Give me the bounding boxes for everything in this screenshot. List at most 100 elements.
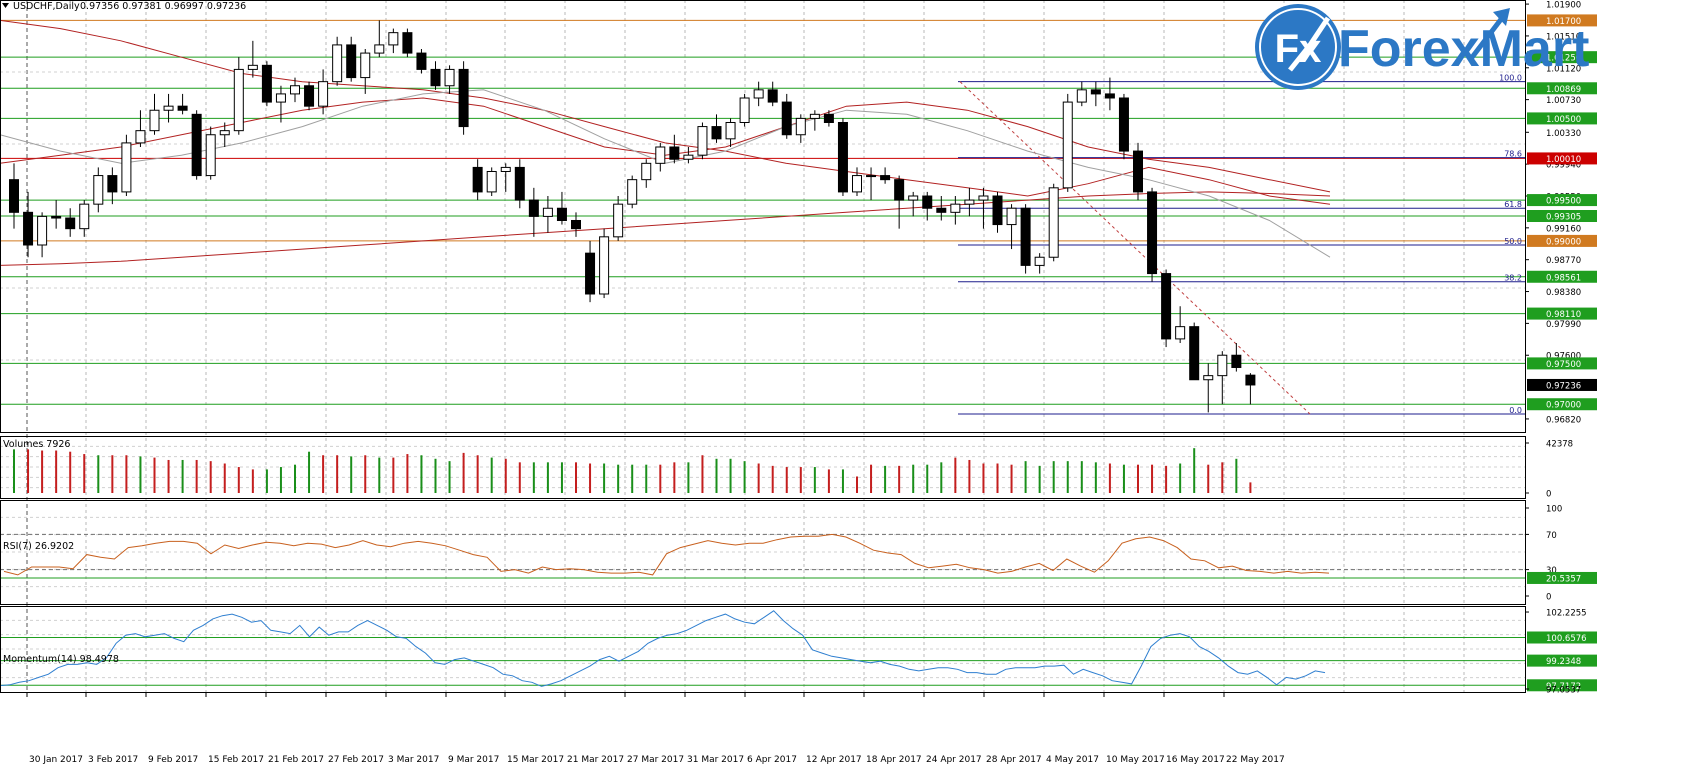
price-level-badge: 0.99305	[1546, 213, 1581, 223]
candle-body	[1090, 89, 1101, 95]
time-axis-label: 31 Mar 2017	[687, 755, 744, 765]
price-level-badge: 1.01700	[1546, 17, 1581, 27]
candle-body	[23, 211, 34, 246]
panel-frame	[0, 436, 1526, 499]
time-axis-label: 28 Apr 2017	[986, 755, 1042, 765]
momentum-axis-label: 102.2255	[1546, 609, 1587, 619]
candle-body	[304, 85, 315, 107]
candle-body	[528, 199, 539, 217]
time-axis-label: 30 Jan 2017	[29, 755, 83, 765]
panel-frame	[0, 500, 1526, 605]
price-level-badge: 0.99000	[1546, 237, 1581, 247]
forexmart-logo: Fx ForexMart	[1255, 4, 1589, 90]
candle-body	[233, 68, 244, 132]
candle-body	[37, 215, 48, 246]
momentum-title: Momentum(14) 98.4978	[3, 654, 119, 665]
candle-body	[837, 121, 848, 193]
price-level-badge: 0.98561	[1546, 273, 1581, 283]
price-axis-label: 1.01900	[1546, 1, 1581, 11]
price-level-badge-background	[1527, 82, 1597, 95]
price-axis-label: 0.96820	[1546, 415, 1581, 425]
candle-body	[922, 195, 933, 209]
symbol-menu-icon[interactable]	[2, 3, 9, 8]
time-axis-label: 18 Apr 2017	[866, 755, 922, 765]
price-level-badge: 1.00500	[1546, 115, 1581, 125]
candle-body	[1020, 207, 1031, 266]
candle-body	[852, 175, 862, 193]
candle-body	[191, 113, 202, 177]
logo-arrow-icon	[1288, 16, 1331, 72]
logo-badge-circle	[1255, 4, 1341, 90]
candle-body	[880, 175, 891, 181]
time-axis-label: 9 Mar 2017	[448, 755, 499, 765]
candle-body	[107, 175, 118, 193]
price-level-badge-background	[1527, 152, 1597, 165]
candle-body	[388, 32, 399, 46]
candle-body	[1006, 207, 1017, 226]
price-axis-label: 0.98380	[1546, 288, 1581, 298]
candle-body	[978, 195, 989, 201]
momentum-level-badge-background	[1527, 631, 1597, 644]
current-price-badge-background	[1527, 378, 1597, 391]
fibonacci-trend-line[interactable]	[959, 81, 1311, 415]
candle-body	[416, 52, 427, 70]
candle-body	[458, 68, 469, 128]
candle-body	[781, 101, 792, 136]
symbol-label: USDCHF,Daily	[13, 1, 80, 12]
rsi-axis-label: 0	[1546, 593, 1551, 603]
candle-body	[514, 166, 525, 201]
fibonacci-level-label: 50.0	[1504, 237, 1522, 246]
time-axis-label: 3 Feb 2017	[88, 755, 138, 765]
candle-body	[866, 175, 877, 178]
price-level-badge-background	[1527, 194, 1597, 207]
candle-body	[1175, 326, 1186, 340]
candle-body	[1189, 326, 1200, 381]
price-level-badge-background	[1527, 398, 1597, 411]
price-level-badge: 1.00010	[1546, 155, 1581, 165]
candle-body	[318, 81, 329, 107]
price-axis-label: 0.99940	[1546, 161, 1581, 171]
candle-body	[205, 134, 216, 177]
panel-frame	[0, 0, 1526, 433]
time-axis-label: 3 Mar 2017	[388, 755, 439, 765]
candle-body	[444, 68, 455, 87]
price-level-badge-background	[1527, 210, 1597, 222]
price-level-badge-background	[1527, 270, 1597, 283]
candle-body	[261, 64, 272, 103]
fibonacci-level-label: 78.6	[1504, 150, 1522, 159]
candle-body	[739, 97, 750, 123]
price-level-badge-background	[1527, 307, 1597, 320]
candle-body	[219, 130, 230, 136]
candle-body	[1147, 191, 1158, 275]
price-axis-label: 0.98770	[1546, 256, 1581, 266]
candle-body	[1104, 93, 1115, 99]
candle-body	[683, 154, 694, 160]
candle-body	[613, 203, 624, 238]
candle-body	[542, 207, 553, 217]
price-level-badge-background	[1527, 112, 1597, 125]
candle-body	[332, 44, 343, 83]
price-axis-label: 1.01120	[1546, 64, 1581, 74]
price-level-badge: 0.98110	[1546, 310, 1581, 320]
candle-body	[556, 207, 567, 221]
price-level-badge-background	[1527, 14, 1597, 27]
candle-body	[1245, 374, 1256, 386]
candle-body	[753, 89, 764, 99]
current-price-badge: 0.97236	[1546, 381, 1581, 391]
time-axis-label: 21 Feb 2017	[268, 755, 324, 765]
candle-body	[177, 105, 188, 111]
candle-body	[908, 195, 919, 201]
rsi-axis-label: 30	[1546, 566, 1557, 576]
moving-average-fast	[0, 19, 1331, 205]
rsi-line	[3, 533, 1330, 576]
candle-body	[809, 113, 820, 119]
time-axis-label: 27 Feb 2017	[328, 755, 384, 765]
time-axis-label: 15 Feb 2017	[208, 755, 264, 765]
candle-body	[767, 89, 778, 103]
candle-body	[486, 170, 497, 193]
volume-title: Volumes 7926	[3, 439, 70, 450]
candle-body	[627, 179, 638, 205]
candle-body	[964, 199, 975, 205]
